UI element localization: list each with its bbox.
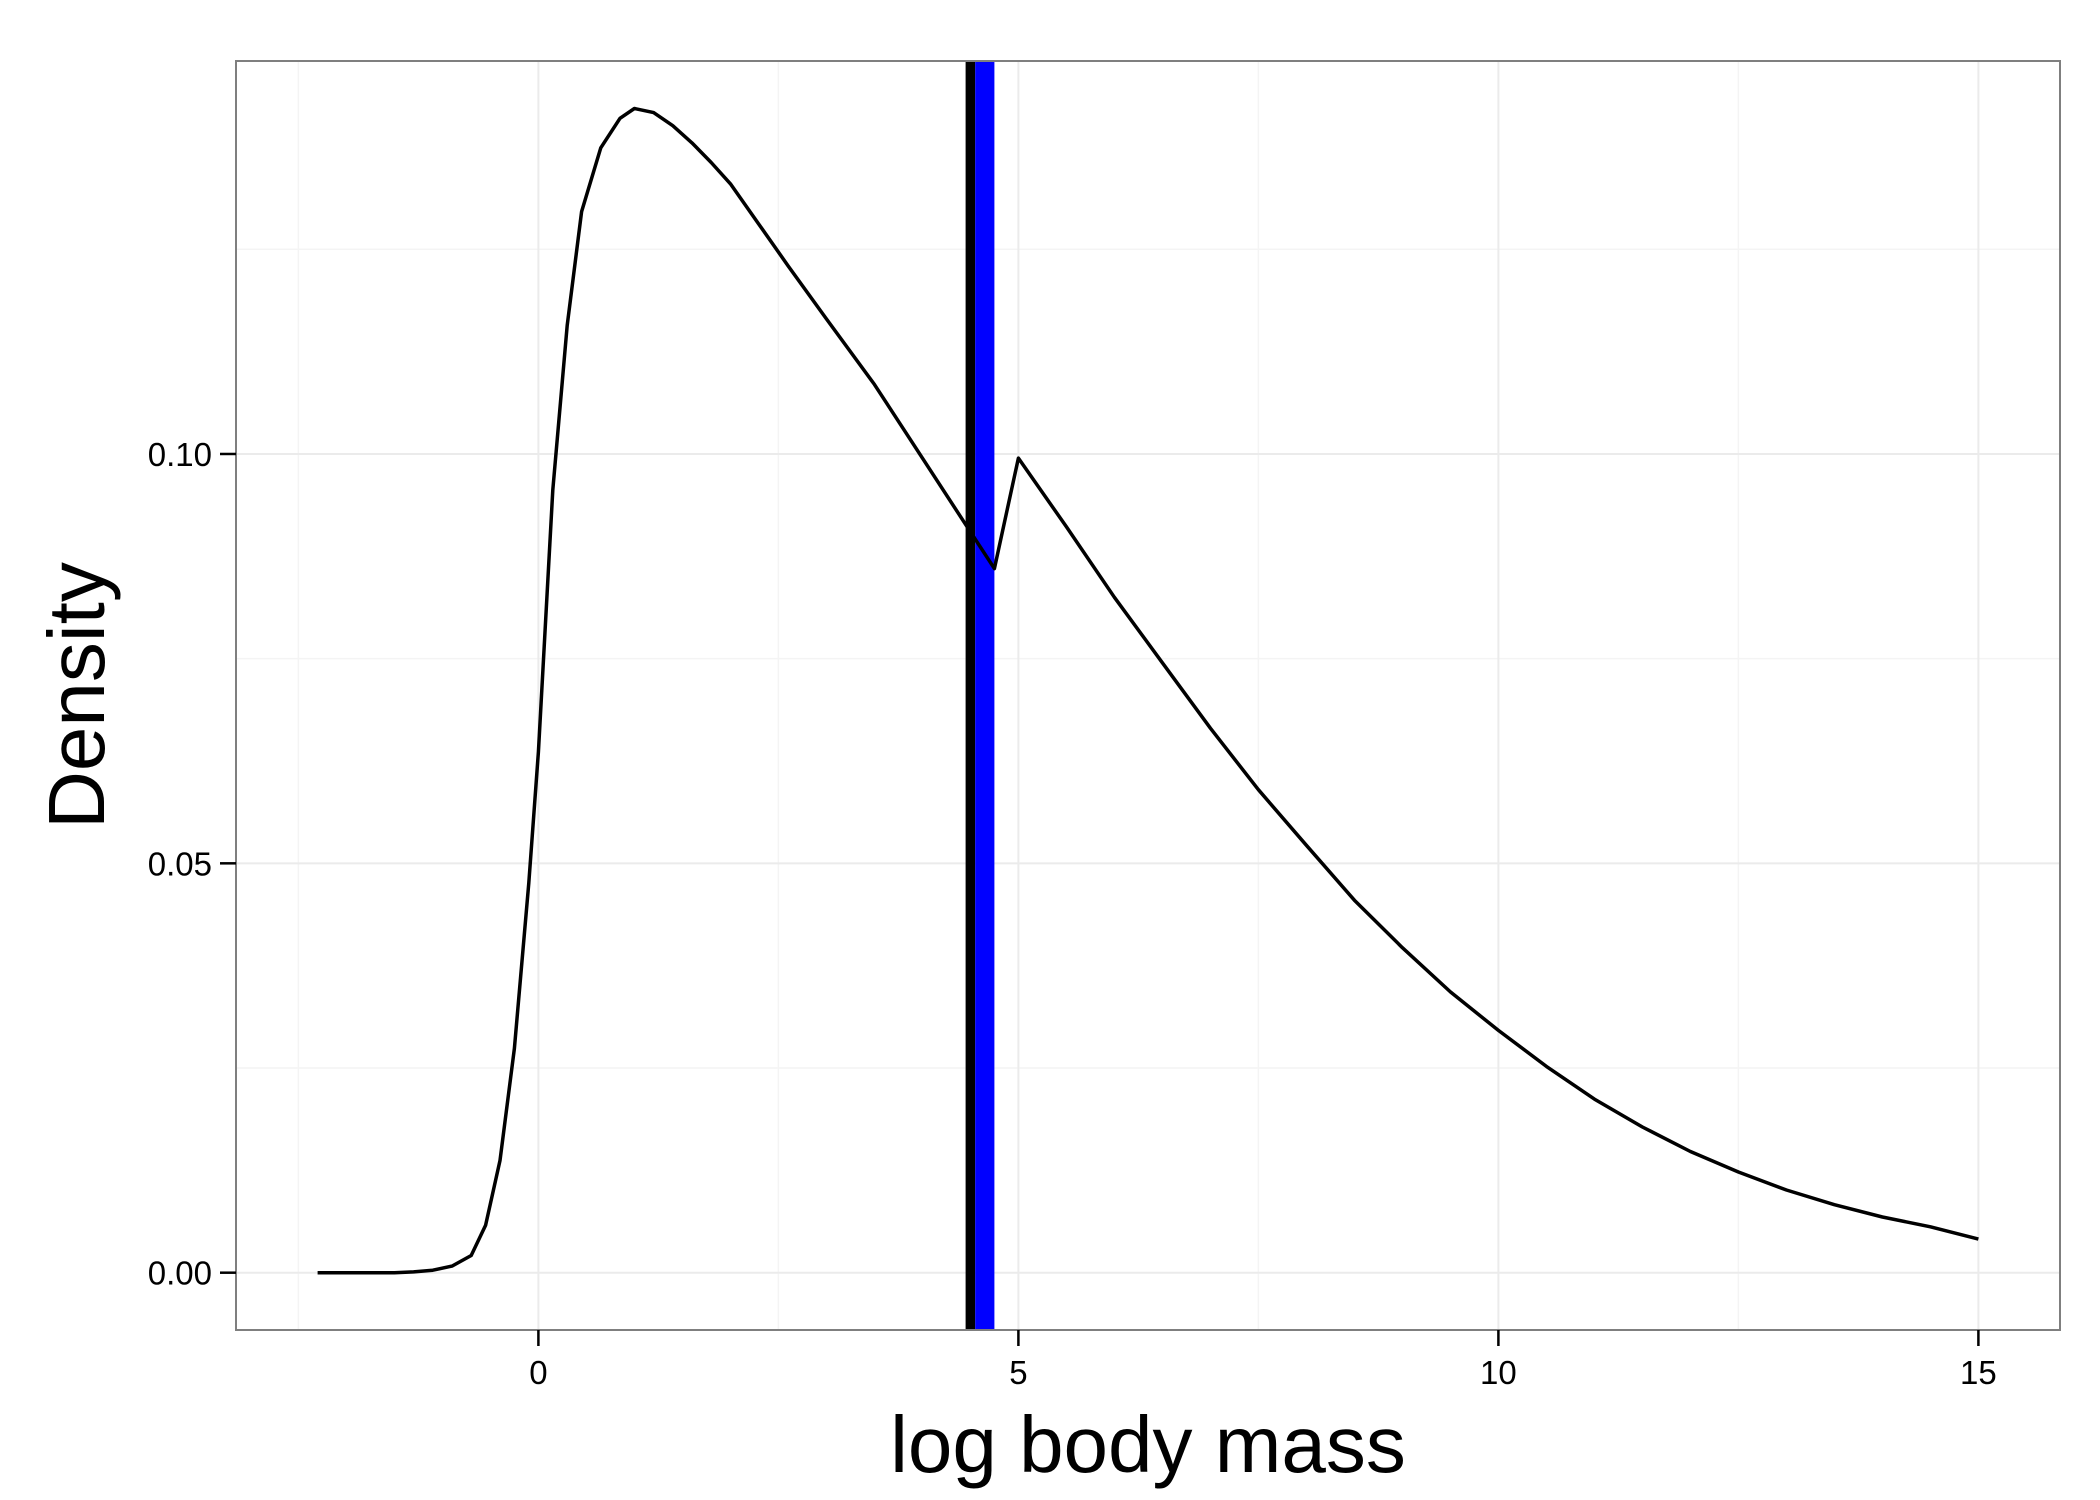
vline-dark-0 bbox=[965, 61, 976, 1330]
x-tick-label: 0 bbox=[529, 1354, 547, 1391]
y-tick-label: 0.00 bbox=[148, 1255, 212, 1292]
x-axis: 0 5 10 15 bbox=[529, 1330, 1997, 1391]
curve-layer bbox=[317, 106, 1979, 1275]
grid-layer bbox=[236, 61, 2060, 1330]
x-tick-label: 10 bbox=[1480, 1354, 1517, 1391]
y-axis: 0.00 0.05 0.10 bbox=[148, 436, 236, 1292]
x-tick-label: 15 bbox=[1960, 1354, 1997, 1391]
vline-layer bbox=[965, 61, 995, 1330]
panel-border bbox=[235, 60, 2061, 1331]
x-tick-label: 5 bbox=[1009, 1354, 1027, 1391]
y-tick-label: 0.10 bbox=[148, 436, 212, 473]
y-tick-label: 0.05 bbox=[148, 845, 212, 882]
x-axis-title: log body mass bbox=[890, 1400, 1406, 1489]
density-curve-0 bbox=[317, 106, 1979, 1275]
y-axis-title: Density bbox=[32, 562, 121, 829]
vline-band-1 bbox=[975, 61, 995, 1330]
